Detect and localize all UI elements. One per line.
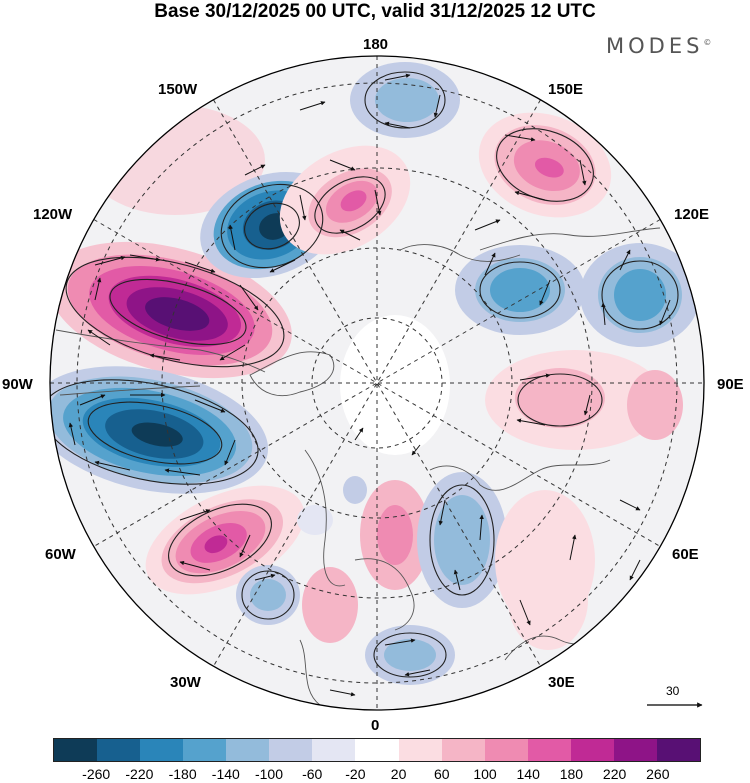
- anomaly-blob: [614, 269, 666, 321]
- colorbar-segment: [613, 739, 657, 761]
- colorbar-tick-label: -60: [302, 766, 323, 782]
- colorbar-segment: [355, 739, 399, 761]
- colorbar-segment: [226, 739, 270, 761]
- colorbar-segment: [527, 739, 571, 761]
- anomaly-blob: [50, 366, 269, 494]
- colorbar-tick-label: -20: [345, 766, 366, 782]
- colorbar-tick-label: -220: [125, 766, 154, 782]
- anomaly-blob: [297, 505, 333, 535]
- vector-scale-label: 30: [666, 684, 680, 698]
- colorbar-segment: [441, 739, 485, 761]
- anomaly-blob: [490, 268, 550, 312]
- colorbar-segment: [312, 739, 356, 761]
- brand-logo: MODES©: [606, 34, 712, 58]
- colorbar-tick-label: 220: [602, 766, 627, 782]
- longitude-label-30w: 30W: [170, 674, 201, 691]
- colorbar-tick-label: 20: [390, 766, 407, 782]
- longitude-label-0: 0: [371, 717, 380, 734]
- colorbar-tick-label: 60: [434, 766, 450, 782]
- wind-vectors: [68, 73, 671, 697]
- longitude-label-60w: 60W: [45, 546, 76, 563]
- graticule: [50, 56, 704, 710]
- pole-area: [340, 315, 450, 455]
- colorbar: [53, 738, 701, 762]
- colorbar-tick-label: -100: [254, 766, 284, 782]
- anomaly-blob: [343, 476, 367, 504]
- colorbar-segment: [484, 739, 528, 761]
- colorbar-segment: [97, 739, 141, 761]
- colorbar-segment: [570, 739, 614, 761]
- anomaly-blob: [515, 368, 605, 428]
- anomaly-blob: [377, 505, 413, 565]
- colorbar-tick-label: 180: [559, 766, 584, 782]
- longitude-label-90e: 90E: [717, 376, 744, 393]
- anomaly-blob: [384, 639, 436, 671]
- colorbar-segment: [54, 739, 98, 761]
- longitude-label-90w: 90W: [2, 376, 33, 393]
- longitude-label-150e: 150E: [548, 81, 584, 98]
- map-title: Base 30/12/2025 00 UTC, valid 31/12/2025…: [154, 1, 596, 22]
- colorbar-segment: [269, 739, 313, 761]
- longitude-label-60e: 60E: [672, 546, 699, 563]
- anomaly-field: [50, 56, 704, 710]
- colorbar-tick-label: 140: [516, 766, 540, 782]
- colorbar-segment: [140, 739, 184, 761]
- colorbar-segment: [398, 739, 442, 761]
- colorbar-segment: [656, 739, 700, 761]
- longitude-label-180: 180: [363, 36, 389, 53]
- anomaly-blob: [375, 78, 439, 122]
- circulation-contours: [50, 71, 679, 678]
- map-boundary: [49, 55, 705, 711]
- anomaly-blob: [302, 567, 358, 643]
- colorbar-ticks: -260 -220 -180 -140 -100 -60 -20 20 60 100 140 180 2…: [53, 766, 701, 783]
- longitude-label-120e: 120E: [674, 206, 710, 223]
- colorbar-tick-label: -260: [82, 766, 111, 782]
- anomaly-blob: [478, 112, 612, 218]
- anomaly-blob: [250, 579, 286, 611]
- coastlines: [55, 227, 661, 706]
- colorbar-tick-label: -180: [168, 766, 197, 782]
- longitude-label-120w: 120W: [33, 206, 73, 223]
- anomaly-blob: [434, 495, 490, 585]
- longitude-label-30e: 30E: [548, 674, 575, 691]
- colorbar-tick-label: 260: [646, 766, 670, 782]
- colorbar-segment: [183, 739, 227, 761]
- colorbar-tick-label: -140: [211, 766, 240, 782]
- anomaly-blob: [627, 370, 683, 440]
- longitude-label-150w: 150W: [158, 81, 198, 98]
- colorbar-tick-label: 100: [473, 766, 497, 782]
